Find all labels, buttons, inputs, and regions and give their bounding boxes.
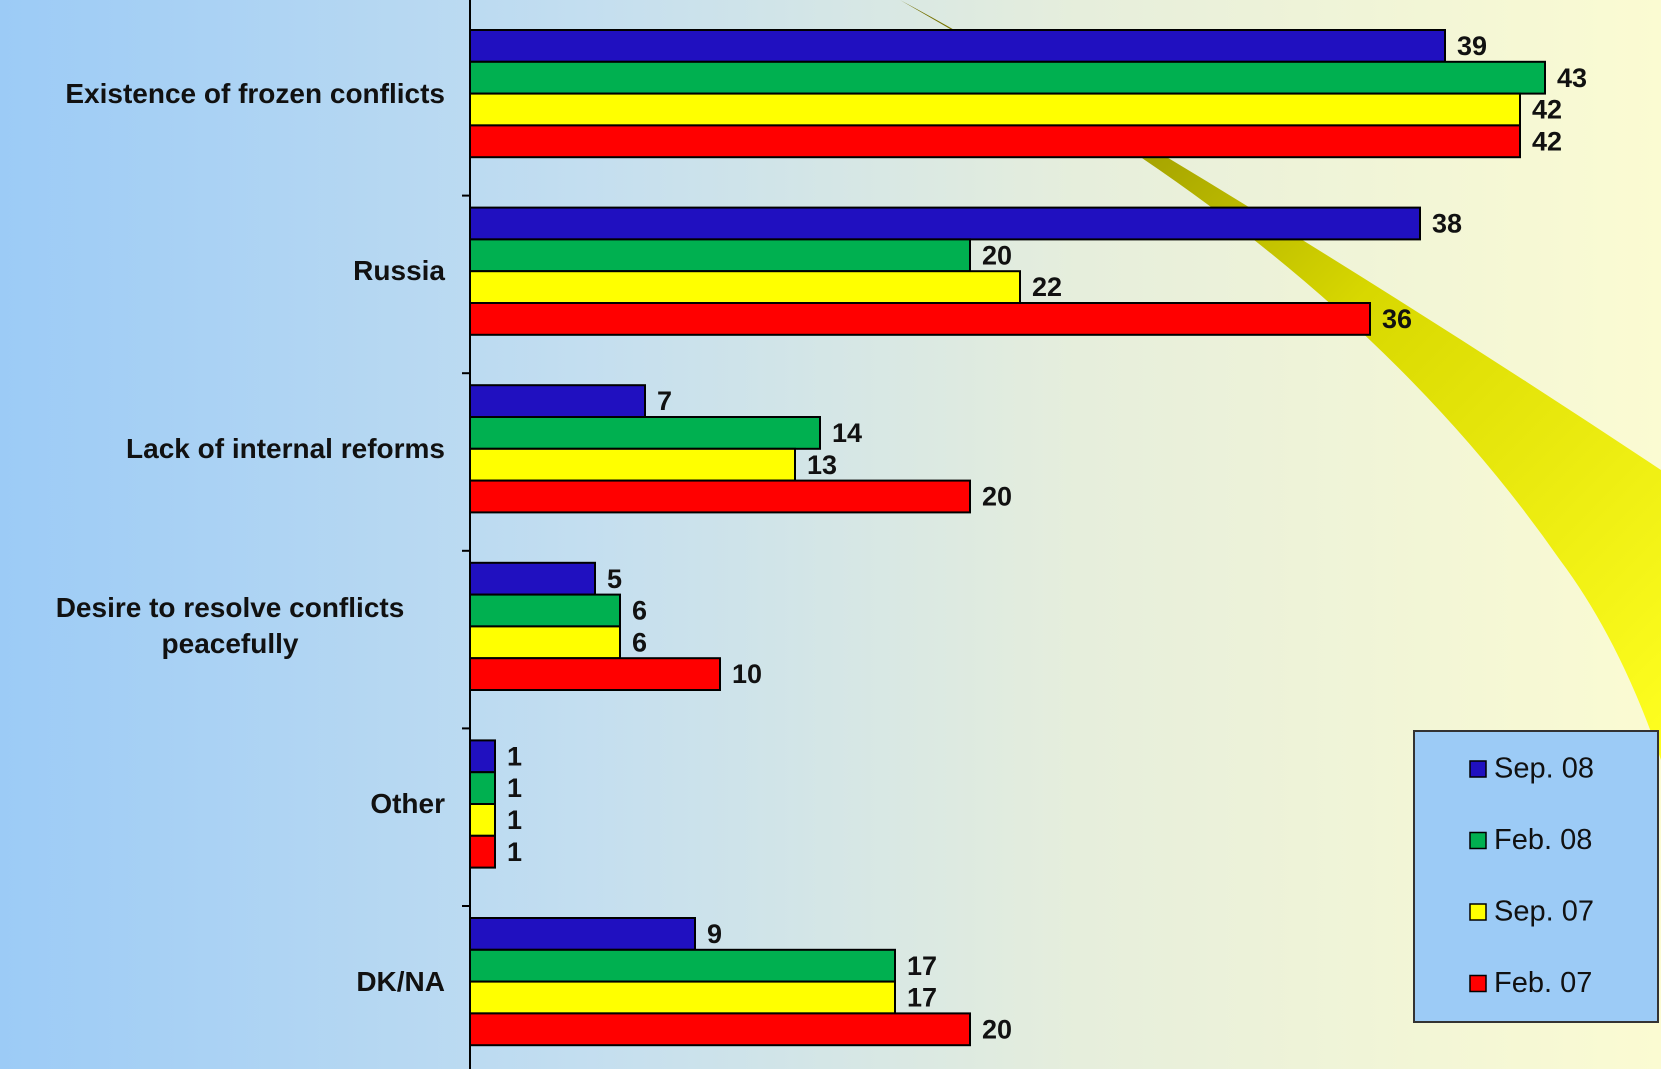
- category-label: Russia: [0, 208, 445, 335]
- bar: [469, 980, 896, 1015]
- value-label: 39: [1457, 31, 1487, 61]
- bar: [469, 238, 971, 273]
- value-label: 36: [1382, 304, 1412, 334]
- legend-swatch: [1469, 974, 1487, 993]
- bar: [469, 124, 1521, 159]
- value-label: 43: [1557, 63, 1587, 93]
- category-text: Desire to resolve conflicts peacefully: [55, 592, 405, 660]
- bar: [469, 92, 1521, 127]
- category-text: Russia: [353, 255, 445, 287]
- value-label: 20: [982, 1014, 1012, 1044]
- value-label: 38: [1432, 209, 1462, 239]
- value-label: 22: [1032, 272, 1062, 302]
- bar: [469, 625, 621, 660]
- value-label: 20: [982, 240, 1012, 270]
- bar: [469, 270, 1021, 305]
- value-label: 1: [507, 741, 522, 771]
- value-label: 1: [507, 805, 522, 835]
- legend-swatch: [1469, 831, 1487, 850]
- legend-label: Sep. 07: [1494, 896, 1594, 928]
- category-label: DK/NA: [0, 918, 445, 1045]
- value-label: 10: [732, 659, 762, 689]
- category-label: Desire to resolve conflicts peacefully: [0, 563, 445, 690]
- value-label: 1: [507, 837, 522, 867]
- category-label: Existence of frozen conflicts: [0, 30, 445, 157]
- bar: [469, 834, 496, 869]
- category-label: Lack of internal reforms: [0, 385, 445, 512]
- bar: [469, 447, 796, 482]
- legend-swatch: [1469, 903, 1487, 921]
- category-text: DK/NA: [356, 965, 445, 997]
- value-label: 9: [707, 919, 722, 949]
- bar: [469, 917, 696, 951]
- bar: [469, 948, 896, 983]
- value-label: 13: [807, 450, 837, 480]
- legend-label: Sep. 08: [1494, 753, 1594, 785]
- bar: [469, 60, 1546, 95]
- bar: [469, 206, 1421, 241]
- category-label: Other: [0, 740, 445, 867]
- category-text: Lack of internal reforms: [126, 432, 445, 464]
- bar: [469, 771, 496, 806]
- bar: [469, 561, 596, 596]
- bar: [469, 657, 721, 692]
- bar: [469, 803, 496, 837]
- value-label: 20: [982, 482, 1012, 512]
- bar: [469, 739, 496, 774]
- legend-label: Feb. 07: [1494, 967, 1592, 999]
- decoration: [900, 0, 1661, 760]
- bar: [469, 479, 971, 514]
- legend-label: Feb. 08: [1494, 824, 1592, 856]
- value-label: 42: [1532, 126, 1562, 156]
- value-label: 17: [907, 983, 937, 1013]
- value-label: 1: [507, 773, 522, 803]
- category-text: Existence of frozen conflicts: [65, 77, 445, 109]
- bar: [469, 416, 821, 450]
- bar: [469, 1012, 971, 1047]
- value-label: 7: [657, 386, 672, 416]
- legend-swatch: [1469, 760, 1487, 778]
- legend-box: [1413, 730, 1659, 1023]
- value-label: 42: [1532, 95, 1562, 125]
- bar: [469, 593, 621, 628]
- category-text: Other: [370, 787, 445, 819]
- value-label: 6: [632, 627, 647, 657]
- bar: [469, 29, 1446, 63]
- bar: [469, 384, 646, 419]
- bar: [469, 302, 1371, 336]
- value-label: 14: [832, 418, 862, 448]
- value-label: 5: [607, 564, 622, 594]
- value-label: 6: [632, 596, 647, 626]
- value-label: 17: [907, 951, 937, 981]
